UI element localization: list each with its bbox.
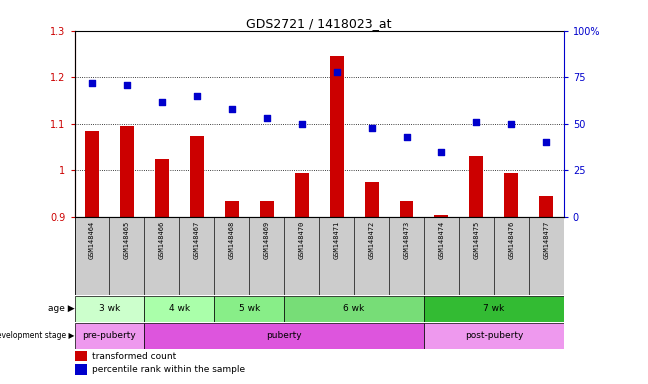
Bar xyxy=(214,296,284,322)
Bar xyxy=(75,364,87,375)
Bar xyxy=(179,217,214,295)
Point xyxy=(297,121,307,127)
Bar xyxy=(260,201,273,217)
Bar xyxy=(225,201,238,217)
Point xyxy=(471,119,481,125)
Text: transformed count: transformed count xyxy=(91,352,176,361)
Text: GSM148472: GSM148472 xyxy=(369,221,375,259)
Text: GSM148469: GSM148469 xyxy=(264,221,270,259)
Bar xyxy=(424,217,459,295)
Bar xyxy=(284,217,319,295)
Point xyxy=(192,93,202,99)
Title: GDS2721 / 1418023_at: GDS2721 / 1418023_at xyxy=(246,17,392,30)
Text: pre-puberty: pre-puberty xyxy=(82,331,136,340)
Bar xyxy=(459,217,494,295)
Text: 4 wk: 4 wk xyxy=(168,305,190,313)
Bar xyxy=(400,201,413,217)
Bar xyxy=(85,131,99,217)
Bar xyxy=(424,323,564,349)
Bar xyxy=(75,323,145,349)
Text: development stage ▶: development stage ▶ xyxy=(0,331,75,340)
Bar xyxy=(319,217,354,295)
Text: 3 wk: 3 wk xyxy=(99,305,120,313)
Text: GSM148465: GSM148465 xyxy=(124,221,130,259)
Bar xyxy=(330,56,343,217)
Bar xyxy=(249,217,284,295)
Text: GSM148477: GSM148477 xyxy=(543,221,550,259)
Bar xyxy=(214,217,249,295)
Text: age ▶: age ▶ xyxy=(48,305,75,313)
Text: GSM148474: GSM148474 xyxy=(439,221,445,259)
Bar xyxy=(295,173,308,217)
Point xyxy=(436,149,446,155)
Point xyxy=(366,124,376,131)
Text: GSM148473: GSM148473 xyxy=(404,221,410,259)
Bar xyxy=(504,173,518,217)
Text: percentile rank within the sample: percentile rank within the sample xyxy=(91,365,245,374)
Bar xyxy=(75,296,145,322)
Bar xyxy=(110,217,145,295)
Point xyxy=(401,134,411,140)
Bar xyxy=(190,136,204,217)
Point xyxy=(157,98,167,104)
Bar xyxy=(145,217,179,295)
Text: 7 wk: 7 wk xyxy=(483,305,505,313)
Bar xyxy=(494,217,529,295)
Text: 5 wk: 5 wk xyxy=(238,305,260,313)
Bar xyxy=(469,156,483,217)
Point xyxy=(331,69,341,75)
Text: GSM148470: GSM148470 xyxy=(299,221,305,259)
Point xyxy=(506,121,516,127)
Text: 6 wk: 6 wk xyxy=(343,305,365,313)
Bar xyxy=(155,159,169,217)
Bar xyxy=(354,217,389,295)
Text: GSM148468: GSM148468 xyxy=(229,221,235,259)
Text: GSM148467: GSM148467 xyxy=(194,221,200,259)
Text: GSM148466: GSM148466 xyxy=(159,221,165,259)
Point xyxy=(122,82,132,88)
Text: GSM148464: GSM148464 xyxy=(89,221,95,259)
Point xyxy=(227,106,237,112)
Point xyxy=(541,139,551,146)
Bar xyxy=(145,323,424,349)
Text: GSM148475: GSM148475 xyxy=(474,221,480,259)
Bar xyxy=(434,215,448,217)
Bar xyxy=(284,296,424,322)
Bar xyxy=(145,296,214,322)
Text: GSM148476: GSM148476 xyxy=(508,221,515,259)
Text: GSM148471: GSM148471 xyxy=(334,221,340,259)
Point xyxy=(262,115,272,121)
Bar xyxy=(120,126,134,217)
Bar xyxy=(529,217,564,295)
Bar xyxy=(365,182,378,217)
Bar xyxy=(75,217,110,295)
Text: puberty: puberty xyxy=(266,331,302,340)
Point xyxy=(87,80,97,86)
Bar xyxy=(389,217,424,295)
Bar xyxy=(539,196,553,217)
Text: post-puberty: post-puberty xyxy=(465,331,523,340)
Bar xyxy=(75,351,87,361)
Bar xyxy=(424,296,564,322)
